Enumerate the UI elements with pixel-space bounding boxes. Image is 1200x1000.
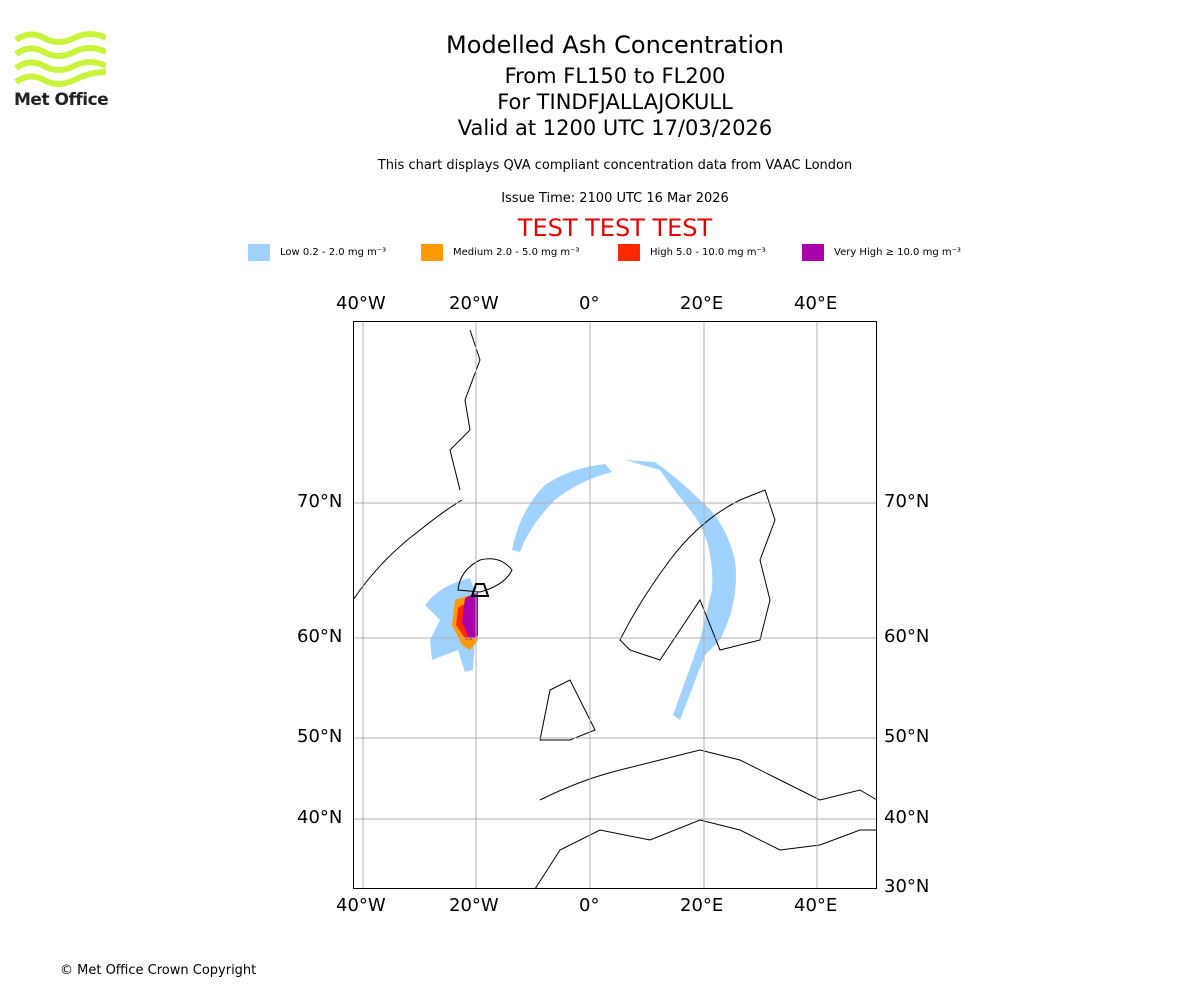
lat-label-right: 70°N [884,491,930,512]
legend-label: High 5.0 - 10.0 mg m⁻³ [650,247,766,258]
lat-label-right: 60°N [884,626,930,647]
valid-time: Valid at 1200 UTC 17/03/2026 [457,116,773,140]
volcano-icon [470,583,490,597]
legend-swatch [248,244,270,261]
chart-title: Modelled Ash Concentration [446,31,784,59]
legend-item-high: High 5.0 - 10.0 mg m⁻³ [618,244,766,261]
lat-label-right: 30°N [884,876,930,897]
lat-label-right: 40°N [884,807,930,828]
issue-time: Issue Time: 2100 UTC 16 Mar 2026 [501,191,729,206]
lat-label-left: 50°N [297,726,343,747]
lon-label-top: 40°E [794,293,838,314]
ash-map [353,321,878,890]
legend-item-very-high: Very High ≥ 10.0 mg m⁻³ [802,244,961,261]
logo-text: Met Office [14,90,109,110]
ash-low-region [425,460,736,720]
lon-label-top: 20°E [680,293,724,314]
lon-label-bottom: 40°W [336,895,386,916]
legend-item-low: Low 0.2 - 2.0 mg m⁻³ [248,244,386,261]
lon-label-top: 20°W [449,293,499,314]
lon-label-bottom: 0° [579,895,600,916]
legend-item-medium: Medium 2.0 - 5.0 mg m⁻³ [421,244,579,261]
met-office-logo [14,30,108,92]
legend-label: Very High ≥ 10.0 mg m⁻³ [834,247,961,258]
copyright: © Met Office Crown Copyright [60,963,257,978]
lon-label-top: 0° [579,293,600,314]
lon-label-top: 40°W [336,293,386,314]
lon-label-bottom: 20°E [680,895,724,916]
lon-label-bottom: 20°W [449,895,499,916]
lon-label-bottom: 40°E [794,895,838,916]
legend-label: Low 0.2 - 2.0 mg m⁻³ [280,247,387,258]
flight-levels: From FL150 to FL200 [504,64,726,88]
ash-very-high-region [462,592,478,640]
lat-label-left: 60°N [297,626,343,647]
legend-swatch [618,244,640,261]
legend-swatch [421,244,443,261]
legend-label: Medium 2.0 - 5.0 mg m⁻³ [453,247,580,258]
map-frame [353,321,877,889]
lat-label-left: 70°N [297,491,343,512]
lat-label-left: 40°N [297,807,343,828]
legend-swatch [802,244,824,261]
coastlines [353,329,878,890]
subtitle: This chart displays QVA compliant concen… [377,158,853,173]
graticule [353,321,877,889]
lat-label-right: 50°N [884,726,930,747]
volcano-name: For TINDFJALLAJOKULL [497,90,733,114]
test-banner: TEST TEST TEST [517,214,713,242]
